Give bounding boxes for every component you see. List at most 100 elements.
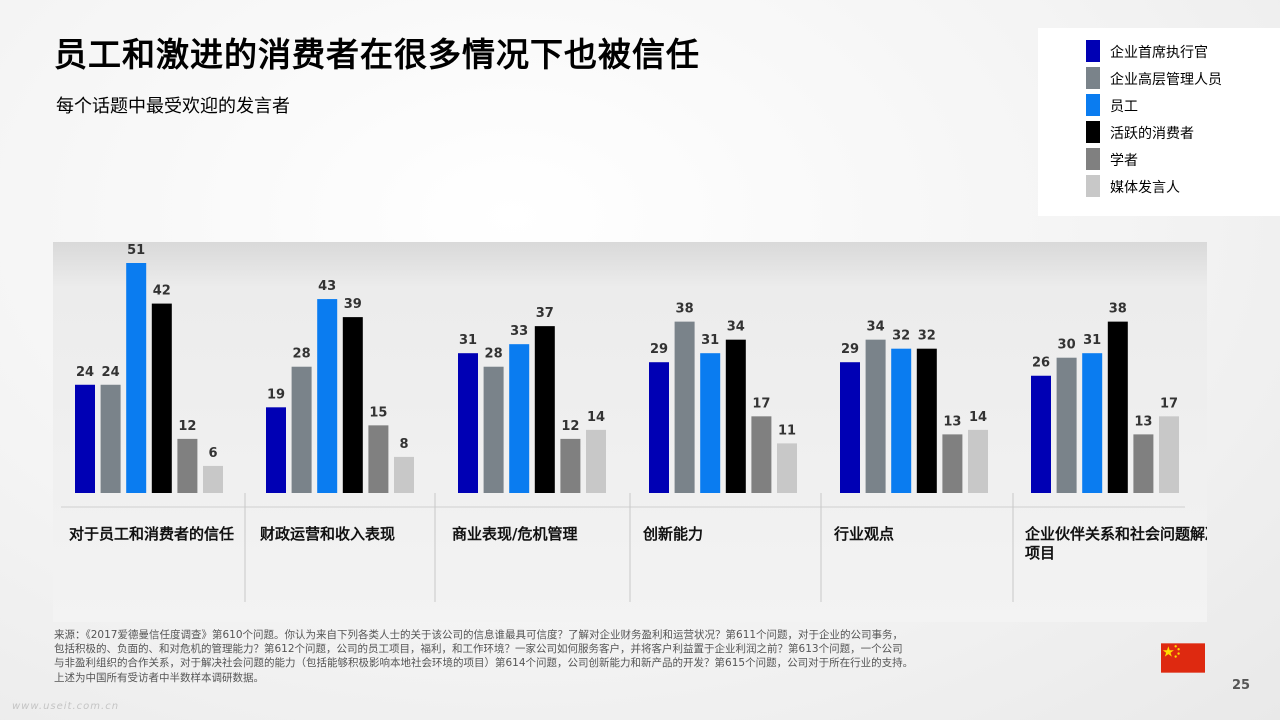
data-label: 34	[867, 320, 885, 335]
bar	[560, 438, 581, 493]
bar	[1159, 416, 1179, 493]
data-label: 37	[536, 306, 554, 321]
legend-label: 企业首席执行官	[1110, 45, 1208, 61]
bar	[891, 348, 912, 493]
bar	[777, 443, 797, 493]
legend-swatch	[1086, 94, 1100, 116]
data-label: 19	[267, 387, 285, 402]
category-label: 企业伙伴关系和社会问题解决	[1024, 525, 1207, 543]
bar	[100, 384, 121, 493]
bar	[649, 362, 669, 493]
data-label: 28	[485, 347, 503, 362]
bar	[968, 429, 988, 493]
data-label: 13	[1134, 414, 1152, 429]
category-label: 创新能力	[642, 525, 703, 543]
data-label: 14	[587, 410, 605, 425]
data-label: 38	[1109, 302, 1127, 317]
bar	[1056, 357, 1077, 493]
data-label: 28	[293, 347, 311, 362]
bar	[1082, 353, 1103, 493]
data-label: 42	[153, 284, 171, 299]
bar	[942, 434, 963, 493]
legend-label: 媒体发言人	[1110, 180, 1180, 196]
category-label: 商业表现/危机管理	[452, 525, 577, 543]
data-label: 31	[701, 333, 719, 348]
data-label: 34	[727, 320, 745, 335]
category-label: 行业观点	[833, 525, 894, 543]
data-label: 15	[369, 405, 387, 420]
legend-label: 企业高层管理人员	[1110, 72, 1222, 88]
source-footnote: 来源：《2017爱德曼信任度调查》第610个问题。你认为来自下列各类人士的关于该…	[54, 628, 1044, 685]
data-label: 32	[892, 329, 910, 344]
data-label: 6	[208, 446, 217, 461]
data-label: 33	[510, 324, 528, 339]
category-label: 对于员工和消费者的信任	[69, 525, 234, 543]
bar	[1107, 321, 1128, 493]
data-label: 11	[778, 423, 796, 438]
data-label: 8	[399, 437, 408, 452]
category-label: 财政运营和收入表现	[260, 525, 395, 543]
category-label: 项目	[1025, 544, 1055, 562]
bar	[1133, 434, 1154, 493]
footnote-line: 上述为中国所有受访者中半数样本调研数据。	[54, 671, 264, 684]
data-label: 13	[943, 414, 961, 429]
data-label: 26	[1032, 356, 1050, 371]
bar	[458, 353, 478, 493]
bar	[840, 362, 860, 493]
data-label: 24	[76, 365, 94, 380]
data-label: 17	[1160, 396, 1178, 411]
legend-label: 学者	[1110, 153, 1138, 169]
bar	[751, 416, 772, 493]
data-label: 30	[1058, 338, 1076, 353]
bar	[177, 438, 198, 493]
data-label: 24	[102, 365, 120, 380]
bar-chart: 24 24 51 42 12 6 对于员工和消费者的信任 19 28 43 39 15 8 财政运营和收入…	[61, 243, 1207, 602]
data-label: 38	[676, 302, 694, 317]
page-title: 员工和激进的消费者在很多情况下也被信任	[54, 35, 700, 74]
data-label: 51	[127, 243, 145, 258]
bar	[291, 366, 312, 493]
data-label: 17	[752, 396, 770, 411]
bar	[75, 384, 95, 493]
data-label: 12	[178, 419, 196, 434]
bar	[483, 366, 504, 493]
bar	[725, 339, 746, 493]
legend-swatch	[1086, 148, 1100, 170]
bar	[126, 263, 147, 493]
footnote-line: 与非盈利组织的合作关系，对于解决社会问题的能力（包括能够积极影响本地社会环境的项…	[54, 657, 914, 670]
bar	[266, 407, 286, 493]
bar	[394, 456, 414, 493]
data-label: 31	[1083, 333, 1101, 348]
bar	[674, 321, 695, 493]
legend-swatch	[1086, 175, 1100, 197]
legend-label: 活跃的消费者	[1110, 126, 1194, 142]
bar	[700, 353, 721, 493]
legend-swatch	[1086, 40, 1100, 62]
bar	[916, 348, 937, 493]
data-label: 14	[969, 410, 987, 425]
bar	[586, 429, 606, 493]
data-label: 31	[459, 333, 477, 348]
footnote-line: 来源：《2017爱德曼信任度调查》第610个问题。你认为来自下列各类人士的关于该…	[54, 629, 904, 641]
bar	[509, 344, 530, 493]
page-number: 25	[1232, 678, 1251, 693]
data-label: 39	[344, 297, 362, 312]
data-label: 29	[650, 342, 668, 357]
page-subtitle: 每个话题中最受欢迎的发言者	[56, 96, 290, 117]
legend-swatch	[1086, 67, 1100, 89]
watermark-text: www.useit.com.cn	[12, 701, 120, 712]
chart-panel: 24 24 51 42 12 6 对于员工和消费者的信任 19 28 43 39 15 8 财政运营和收入…	[53, 242, 1207, 622]
bar	[368, 425, 389, 493]
footnote-line: 包括积极的、负面的、和对危机的管理能力？第612个问题，公司的员工项目，福利，和…	[54, 643, 903, 656]
bar	[342, 317, 363, 493]
bar	[317, 299, 338, 493]
bar	[151, 303, 172, 493]
data-label: 43	[318, 279, 336, 294]
data-label: 29	[841, 342, 859, 357]
chart-legend: 企业首席执行官 企业高层管理人员 员工活跃的消费者 学者媒体发言人	[1038, 28, 1280, 216]
bar	[203, 465, 223, 493]
legend-label: 员工	[1110, 99, 1138, 115]
bar	[865, 339, 886, 493]
legend-swatch	[1086, 121, 1100, 143]
china-flag-icon	[1161, 643, 1205, 673]
